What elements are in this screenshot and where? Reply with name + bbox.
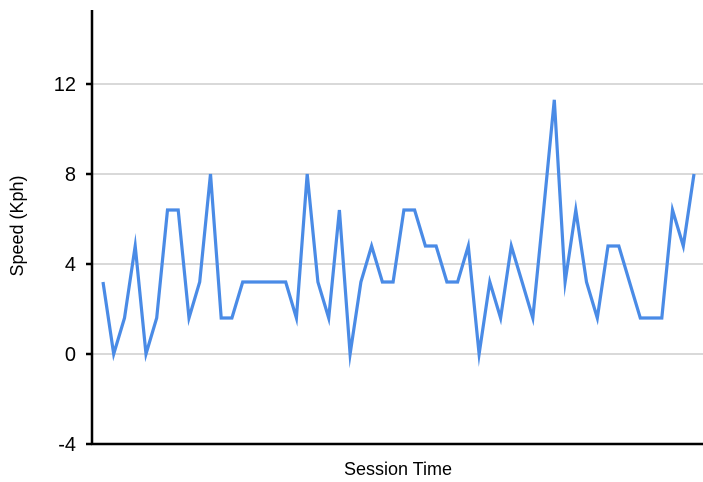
series-line — [101, 99, 696, 369]
y-tick-labels: -4 0 4 8 12 — [54, 74, 92, 456]
y-tick-label: 0 — [65, 344, 76, 366]
y-axis-title: Speed (Kph) — [7, 175, 27, 276]
y-tick-label: -4 — [58, 434, 76, 456]
gridlines — [92, 83, 703, 355]
y-tick-label: 12 — [54, 74, 76, 96]
x-axis-title: Session Time — [344, 459, 452, 479]
series-group — [101, 99, 696, 369]
y-tick-label: 4 — [65, 254, 76, 276]
y-tick-label: 8 — [65, 164, 76, 186]
